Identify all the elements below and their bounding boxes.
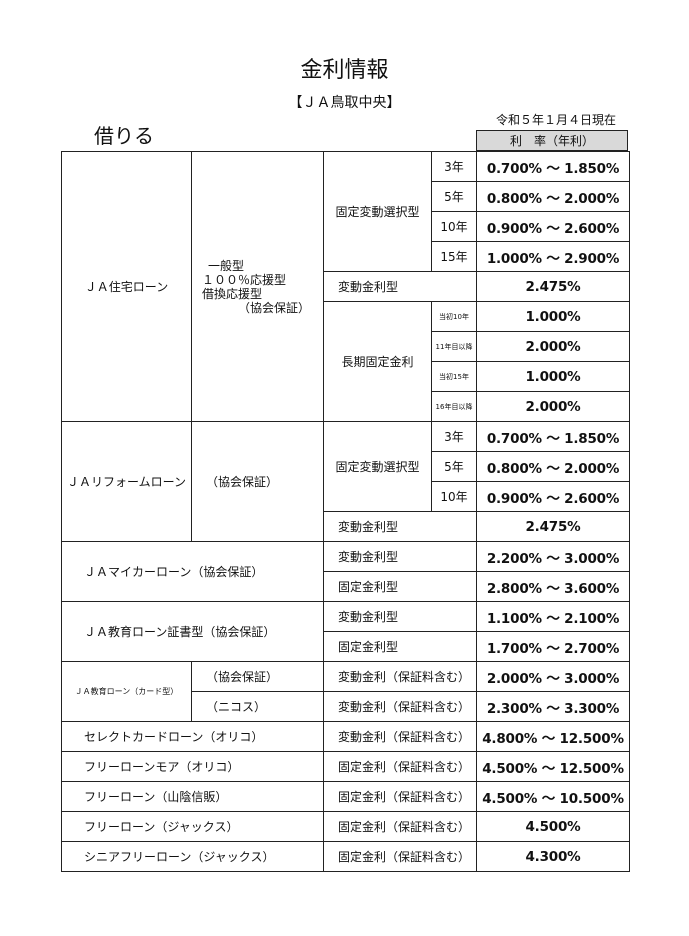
table-row: フリーローン（ジャックス） 固定金利（保証料含む） 4.500% — [61, 811, 630, 842]
term-cell: 5年 — [431, 451, 477, 482]
table-row: 当初15年 1.000% — [62, 361, 630, 392]
loan-name-reform: ＪＡリフォームローン — [61, 421, 192, 542]
term-cell: 5年 — [431, 181, 477, 212]
table-row: 固定金利型 2.800% ～ 3.600% — [62, 571, 630, 602]
table-row: 5年 0.800% ～ 2.000% — [62, 181, 630, 212]
table-row: ＪＡ教育ローン（カード型） （協会保証） 変動金利（保証料含む） 2.000% … — [61, 661, 630, 722]
table-row: シニアフリーローン（ジャックス） 固定金利（保証料含む） 4.300% — [61, 841, 630, 872]
rate-cell: 2.000% — [476, 391, 630, 422]
table-row: ＪＡリフォームローン （協会保証） 固定変動選択型 3年 0.700% ～ 1.… — [61, 421, 630, 542]
table-row: ＪＡマイカーローン（協会保証） 変動金利型 2.200% ～ 3.000% — [61, 541, 630, 602]
term-cell: 3年 — [431, 151, 477, 182]
rate-cell: 2.000% — [476, 331, 630, 362]
loan-name-housing: ＪＡ住宅ローン — [61, 151, 192, 422]
loan-name: フリーローン（ジャックス） — [61, 811, 324, 842]
term-cell: 11年目以降 — [431, 331, 477, 362]
rate-cell: 1.000% ～ 2.900% — [476, 241, 630, 272]
rate-cell: 2.800% ～ 3.600% — [476, 571, 630, 602]
table-row: 10年 0.900% ～ 2.600% — [62, 481, 630, 512]
rate-cell: 0.700% ～ 1.850% — [476, 151, 630, 182]
as-of-date: 令和５年１月４日現在 — [495, 113, 616, 127]
table-row: 5年 0.800% ～ 2.000% — [62, 451, 630, 482]
section-heading: 借りる — [94, 124, 154, 148]
guarantor-cell: （協会保証） — [191, 661, 324, 692]
rate-cell: 0.900% ～ 2.600% — [476, 481, 630, 512]
term-cell: 15年 — [431, 241, 477, 272]
table-row: 15年 1.000% ～ 2.900% — [62, 241, 630, 272]
loan-name-education: ＪＡ教育ローン証書型（協会保証） — [61, 601, 324, 662]
rate-type: 変動金利型 — [323, 601, 477, 632]
fixed-select-label: 固定変動選択型 — [323, 151, 432, 272]
rate-cell: 0.900% ～ 2.600% — [476, 211, 630, 242]
rate-type: 固定金利（保証料含む） — [323, 811, 477, 842]
rate-type: 変動金利（保証料含む） — [323, 691, 477, 722]
loan-name-edu-card: ＪＡ教育ローン（カード型） — [61, 661, 192, 722]
term-cell: 3年 — [431, 421, 477, 452]
table-row: 10年 0.900% ～ 2.600% — [62, 211, 630, 242]
table-row: フリーローンモア（オリコ） 固定金利（保証料含む） 4.500% ～ 12.50… — [61, 751, 630, 782]
subtype-label: 借換応援型 — [202, 286, 263, 301]
rate-column-header: 利 率（年利） — [476, 130, 628, 151]
table-row: セレクトカードローン（オリコ） 変動金利（保証料含む） 4.800% ～ 12.… — [61, 721, 630, 752]
rate-cell: 1.000% — [476, 301, 630, 332]
rate-type: 固定金利（保証料含む） — [323, 841, 477, 872]
table-row: 固定金利型 1.700% ～ 2.700% — [62, 631, 630, 662]
rate-cell: 1.100% ～ 2.100% — [476, 601, 630, 632]
reform-subtype: （協会保証） — [191, 421, 324, 542]
housing-subtypes: 一般型 １００％応援型 借換応援型 （協会保証） — [191, 151, 324, 422]
loan-rate-table: ＪＡ住宅ローン 一般型 １００％応援型 借換応援型 （協会保証） 固定変動選択型… — [61, 151, 630, 872]
loan-name: フリーローンモア（オリコ） — [61, 751, 324, 782]
guarantor-cell: （ニコス） — [191, 691, 324, 722]
table-row: フリーローン（山陰信販） 固定金利（保証料含む） 4.500% ～ 10.500… — [61, 781, 630, 812]
variable-label: 変動金利型 — [323, 271, 477, 302]
table-row: 16年目以降 2.000% — [62, 391, 630, 422]
table-row: ＪＡ教育ローン証書型（協会保証） 変動金利型 1.100% ～ 2.100% — [61, 601, 630, 662]
rate-type: 変動金利（保証料含む） — [323, 661, 477, 692]
subtype-label: １００％応援型 — [202, 272, 287, 287]
rate-cell: 0.800% ～ 2.000% — [476, 181, 630, 212]
term-cell: 16年目以降 — [431, 391, 477, 422]
rate-cell: 1.700% ～ 2.700% — [476, 631, 630, 662]
term-cell: 当初15年 — [431, 361, 477, 392]
table-row: 変動金利型 2.475% — [62, 511, 630, 542]
loan-name: フリーローン（山陰信販） — [61, 781, 324, 812]
rate-type: 固定金利（保証料含む） — [323, 781, 477, 812]
loan-name-mycar: ＪＡマイカーローン（協会保証） — [61, 541, 324, 602]
rate-cell: 4.500% ～ 12.500% — [476, 751, 630, 782]
loan-name: セレクトカードローン（オリコ） — [61, 721, 324, 752]
term-cell: 当初10年 — [431, 301, 477, 332]
page-title: 金利情報 — [300, 58, 389, 83]
rate-type: 固定金利（保証料含む） — [323, 751, 477, 782]
rate-type: 変動金利（保証料含む） — [323, 721, 477, 752]
table-row: ＪＡ住宅ローン 一般型 １００％応援型 借換応援型 （協会保証） 固定変動選択型… — [61, 151, 630, 422]
rate-cell: 4.300% — [476, 841, 630, 872]
rate-cell: 2.300% ～ 3.300% — [476, 691, 630, 722]
term-cell: 10年 — [431, 481, 477, 512]
subtype-label: （協会保証） — [238, 300, 311, 315]
table-row: 変動金利型 2.475% — [62, 271, 630, 302]
rate-cell: 1.000% — [476, 361, 630, 392]
table-row: （ニコス） 変動金利（保証料含む） 2.300% ～ 3.300% — [62, 691, 630, 722]
term-cell: 10年 — [431, 211, 477, 242]
variable-label: 変動金利型 — [323, 511, 477, 542]
table-row: 長期固定金利 当初10年 1.000% — [62, 301, 630, 422]
rate-cell: 0.700% ～ 1.850% — [476, 421, 630, 452]
rate-type: 固定金利型 — [323, 631, 477, 662]
rate-cell: 2.000% ～ 3.000% — [476, 661, 630, 692]
rate-cell: 4.500% — [476, 811, 630, 842]
subtype-label: 一般型 — [208, 258, 245, 273]
rate-cell: 4.500% ～ 10.500% — [476, 781, 630, 812]
rate-cell: 4.800% ～ 12.500% — [476, 721, 630, 752]
rate-cell: 0.800% ～ 2.000% — [476, 451, 630, 482]
org-name: 【ＪＡ鳥取中央】 — [288, 95, 401, 111]
rate-cell: 2.475% — [476, 271, 630, 302]
rate-type: 固定金利型 — [323, 571, 477, 602]
rate-type: 変動金利型 — [323, 541, 477, 572]
long-fixed-label: 長期固定金利 — [323, 301, 432, 422]
loan-name: シニアフリーローン（ジャックス） — [61, 841, 324, 872]
rate-cell: 2.200% ～ 3.000% — [476, 541, 630, 572]
rate-cell: 2.475% — [476, 511, 630, 542]
fixed-select-label: 固定変動選択型 — [323, 421, 432, 512]
